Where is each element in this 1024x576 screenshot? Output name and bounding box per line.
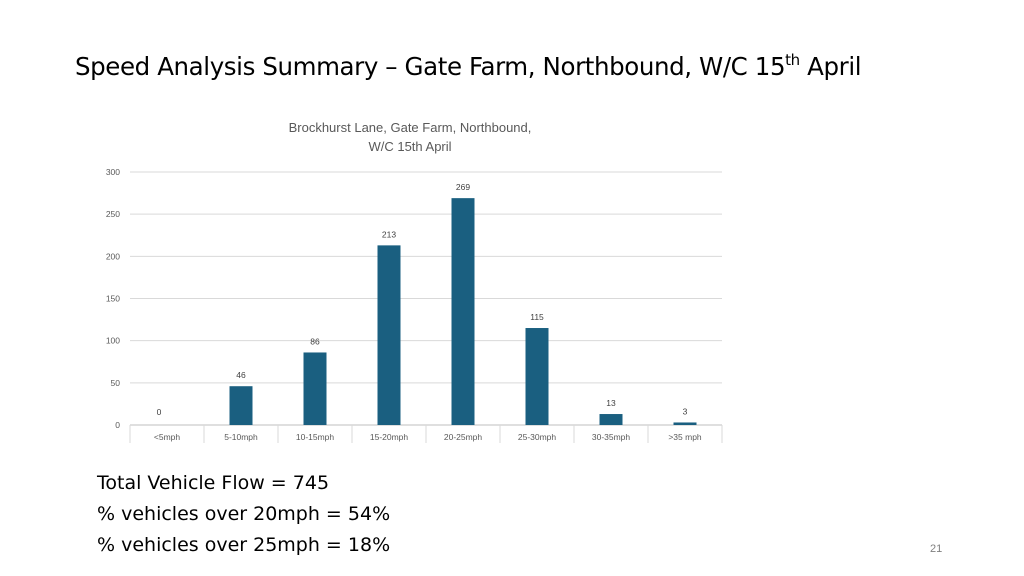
slide-title-superscript: th	[785, 51, 800, 69]
chart-gridlines	[130, 171, 722, 426]
data-label: 13	[606, 398, 616, 408]
slide-title-main: Speed Analysis Summary – Gate Farm, Nort…	[75, 52, 786, 81]
y-tick-label: 300	[106, 167, 120, 177]
x-tick-label: 25-30mph	[518, 432, 557, 442]
x-tick-label: 20-25mph	[444, 432, 483, 442]
x-tick-label: <5mph	[154, 432, 180, 442]
data-label: 269	[456, 182, 470, 192]
data-label: 3	[683, 406, 688, 416]
summary-block: Total Vehicle Flow = 745 % vehicles over…	[97, 468, 390, 561]
chart-title-line: Brockhurst Lane, Gate Farm, Northbound,	[289, 120, 532, 135]
x-tick-label: 15-20mph	[370, 432, 409, 442]
bar	[599, 414, 623, 425]
data-label: 46	[236, 370, 246, 380]
y-axis: 0 50 100 150 200 250 300	[106, 167, 120, 430]
y-tick-label: 0	[115, 420, 120, 430]
summary-over-20mph: % vehicles over 20mph = 54%	[97, 503, 391, 525]
chart-title: Brockhurst Lane, Gate Farm, Northbound, W…	[289, 120, 532, 154]
x-tick-label: 5-10mph	[224, 432, 258, 442]
data-label: 0	[157, 407, 162, 417]
x-axis: <5mph 5-10mph 10-15mph 15-20mph 20-25mph 25-3…	[129, 425, 723, 443]
x-tick-label: 30-35mph	[592, 432, 631, 442]
bar	[303, 352, 327, 425]
data-labels: 0 46 86 213 269 115 13 3	[157, 182, 688, 417]
bar	[673, 422, 697, 425]
slide-title: Speed Analysis Summary – Gate Farm, Nort…	[75, 51, 862, 81]
x-tick-label: >35 mph	[668, 432, 702, 442]
slide-number: 21	[930, 543, 943, 555]
x-tick-label: 10-15mph	[296, 432, 335, 442]
data-label: 213	[382, 229, 396, 239]
slide-title-end: April	[799, 52, 862, 81]
summary-total-flow: Total Vehicle Flow = 745	[97, 472, 330, 494]
data-label: 86	[310, 336, 320, 346]
chart-title-line: W/C 15th April	[368, 139, 451, 154]
y-tick-label: 150	[106, 294, 120, 304]
bar	[377, 245, 401, 425]
data-label: 115	[530, 312, 544, 322]
chart-bars	[229, 198, 697, 425]
bar	[229, 386, 253, 425]
y-tick-label: 200	[106, 251, 120, 261]
bar	[525, 328, 549, 425]
y-tick-label: 100	[106, 336, 120, 346]
y-tick-label: 250	[106, 209, 120, 219]
summary-over-25mph: % vehicles over 25mph = 18%	[97, 534, 391, 556]
y-tick-label: 50	[111, 378, 121, 388]
bar	[451, 198, 475, 425]
